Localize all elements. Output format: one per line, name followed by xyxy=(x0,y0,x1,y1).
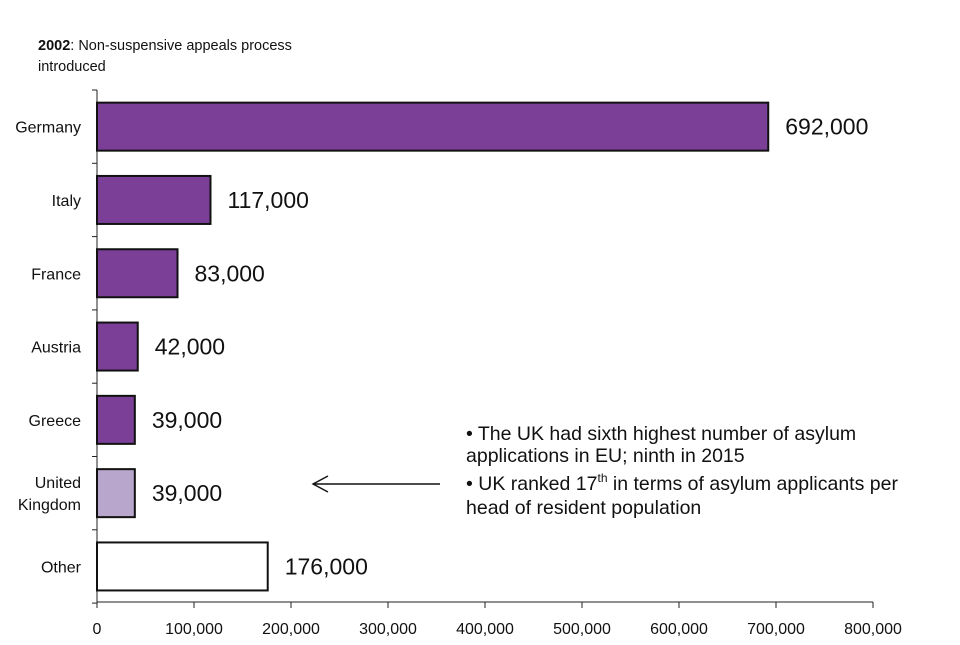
title-line-2: introduced xyxy=(38,59,106,75)
x-tick-label: 500,000 xyxy=(553,621,611,638)
category-label: Other xyxy=(41,559,82,576)
category-labels: Germany Italy France Austria Greece United Kin… xyxy=(15,120,81,577)
x-tick-label: 600,000 xyxy=(650,621,708,638)
x-tick-label: 100,000 xyxy=(165,621,223,638)
annotation-rank-rest: in terms of asylum applicants per xyxy=(608,473,899,495)
bar xyxy=(96,321,139,372)
annotation: • The UK had sixth highest number of asy… xyxy=(311,423,898,519)
title-text: : Non-suspensive appeals process xyxy=(70,38,292,54)
annotation-text: applications in EU; ninth in 2015 xyxy=(466,445,745,467)
x-tick-label: 0 xyxy=(93,621,102,638)
annotation-rank-text: • UK ranked 17 xyxy=(466,473,597,495)
annotation-text: head of resident population xyxy=(466,497,701,519)
category-label: France xyxy=(31,266,81,283)
value-label: 176,000 xyxy=(285,553,368,579)
annotation-superscript: th xyxy=(597,471,607,485)
value-label: 39,000 xyxy=(152,480,222,506)
category-label: Greece xyxy=(29,413,82,430)
x-tick-label: 800,000 xyxy=(844,621,902,638)
value-label: 39,000 xyxy=(152,407,222,433)
x-tick-label: 700,000 xyxy=(747,621,805,638)
value-label: 117,000 xyxy=(227,187,308,213)
bar xyxy=(96,248,179,299)
category-label: Italy xyxy=(52,193,81,210)
arrow-head-icon xyxy=(311,475,329,493)
title-year: 2002 xyxy=(38,38,70,54)
bar xyxy=(96,101,770,152)
category-label: Germany xyxy=(15,120,81,137)
bar xyxy=(96,174,212,225)
x-tick-labels: 0 100,000 200,000 300,000 400,000 500,000 600,… xyxy=(93,621,902,638)
x-tick-label: 300,000 xyxy=(359,621,417,638)
category-label: United xyxy=(35,475,81,492)
x-tick-label: 200,000 xyxy=(262,621,320,638)
bar xyxy=(96,468,136,519)
category-label: Austria xyxy=(31,340,81,357)
category-label: Kingdom xyxy=(18,497,81,514)
annotation-text: • The UK had sixth highest number of asy… xyxy=(466,423,856,445)
value-labels: 692,000 117,000 83,000 42,000 39,000 39,000 17… xyxy=(152,114,869,580)
chart-title: 2002: Non-suspensive appeals process intr… xyxy=(38,38,292,75)
value-label: 83,000 xyxy=(195,260,265,286)
value-label: 42,000 xyxy=(155,334,225,360)
bar xyxy=(96,541,269,592)
bars xyxy=(96,101,770,592)
bar xyxy=(96,394,136,445)
title-line-1: 2002: Non-suspensive appeals process xyxy=(38,38,292,54)
x-tick-label: 400,000 xyxy=(456,621,514,638)
value-label: 692,000 xyxy=(785,114,868,140)
annotation-text: • UK ranked 17th in terms of asylum appl… xyxy=(466,471,898,495)
